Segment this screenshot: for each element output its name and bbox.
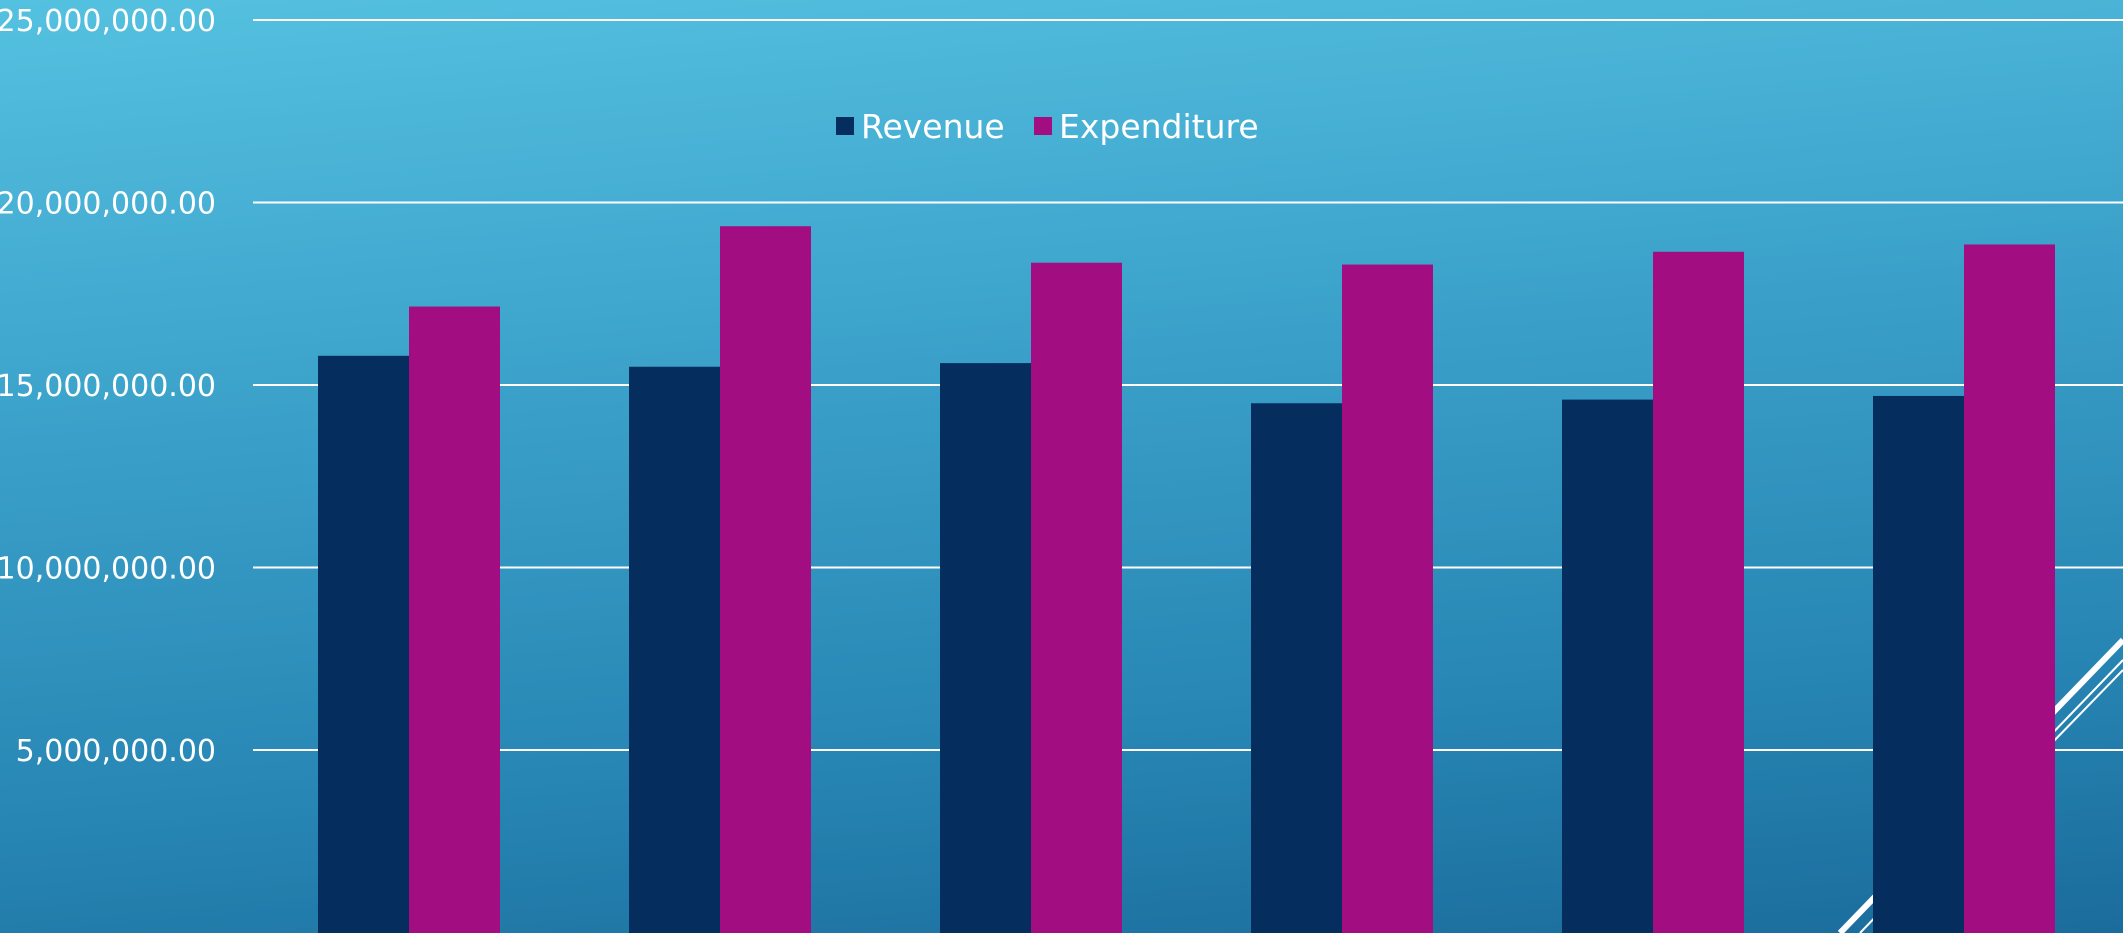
bars	[318, 226, 2055, 933]
legend-item-expenditure: Expenditure	[1034, 107, 1259, 146]
expenditure-bar	[720, 226, 811, 933]
expenditure-bar	[409, 306, 500, 933]
revenue-bar	[1251, 403, 1343, 933]
expenditure-bar	[1653, 251, 1744, 933]
legend-swatch	[1034, 117, 1052, 135]
legend-label: Revenue	[861, 107, 1005, 146]
y-tick-label: 25,000,000.00	[0, 4, 216, 39]
revenue-bar	[318, 355, 410, 933]
revenue-bar	[629, 366, 721, 933]
revenue-bar	[1562, 399, 1654, 933]
legend-label: Expenditure	[1059, 107, 1259, 146]
y-tick-label: 5,000,000.00	[16, 734, 216, 769]
y-tick-label: 10,000,000.00	[0, 552, 216, 587]
decorative-line	[2049, 669, 2123, 746]
expenditure-bar	[1342, 264, 1433, 933]
y-tick-label: 20,000,000.00	[0, 187, 216, 222]
revenue-bar	[1873, 395, 1965, 933]
y-axis-tick-labels: 5,000,000.00 10,000,000.00 15,000,000.00 20…	[0, 4, 216, 769]
expenditure-bar	[1031, 262, 1122, 933]
expenditure-bar	[1964, 244, 2055, 933]
revenue-bar	[940, 363, 1032, 933]
legend-item-revenue: Revenue	[836, 107, 1005, 146]
legend-swatch	[836, 117, 854, 135]
legend: Revenue Expenditure	[836, 107, 1259, 146]
y-tick-label: 15,000,000.00	[0, 369, 216, 404]
gridlines	[253, 19, 2123, 751]
